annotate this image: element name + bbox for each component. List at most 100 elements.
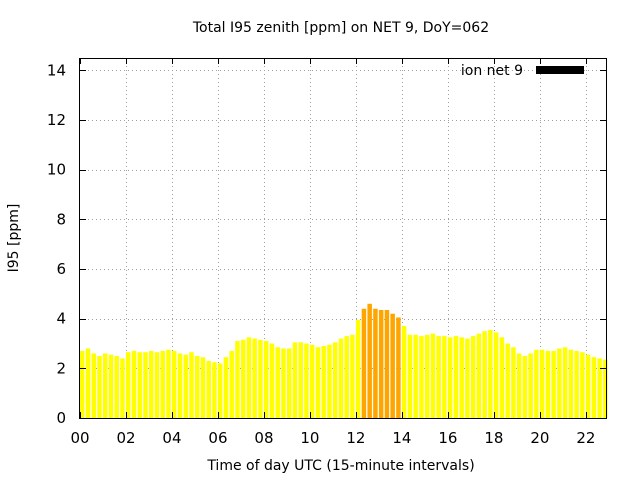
y-tick-label: 4 — [56, 310, 66, 328]
bar — [108, 354, 114, 418]
bar — [373, 308, 378, 418]
x-tick-label: 16 — [438, 429, 457, 447]
bar — [591, 357, 597, 418]
bar — [327, 344, 332, 418]
x-tick-label: 20 — [530, 429, 549, 447]
legend: ion net 9 — [461, 63, 584, 79]
bar — [568, 349, 574, 418]
bar — [367, 303, 372, 418]
bar — [585, 354, 591, 418]
bar — [143, 352, 148, 418]
bar — [332, 342, 338, 418]
bar — [286, 348, 292, 418]
bar — [557, 348, 562, 418]
bar — [407, 334, 413, 418]
plot-frame — [79, 58, 607, 419]
bar — [97, 355, 102, 418]
x-tick-label: 04 — [162, 429, 181, 447]
bar — [499, 337, 505, 418]
bar — [125, 352, 131, 418]
bar — [539, 349, 545, 418]
bar — [597, 358, 602, 418]
bar — [401, 326, 407, 418]
bar — [470, 336, 476, 418]
bar — [424, 334, 430, 418]
bar — [217, 363, 223, 418]
bar — [258, 339, 263, 418]
bar — [562, 347, 568, 418]
bar — [85, 348, 91, 418]
bar — [453, 336, 459, 418]
bar — [534, 349, 539, 418]
bar — [545, 350, 551, 418]
bar — [378, 310, 384, 418]
bar — [131, 350, 137, 418]
bar — [80, 350, 85, 418]
x-tick-labels: 00 02 04 06 08 10 12 14 16 18 20 22 — [70, 429, 595, 447]
bar — [344, 336, 349, 418]
bar — [240, 339, 246, 418]
bar — [91, 353, 96, 418]
x-tick-label: 14 — [392, 429, 411, 447]
y-tick-label: 14 — [47, 61, 66, 79]
bar — [269, 343, 275, 418]
x-tick-label: 08 — [254, 429, 273, 447]
bar — [574, 350, 579, 418]
bar — [154, 352, 160, 418]
bar — [516, 353, 522, 418]
bar — [442, 336, 447, 418]
bar — [551, 350, 556, 418]
bar — [166, 349, 171, 418]
bar — [505, 343, 510, 418]
bar — [102, 353, 108, 418]
y-tick-label: 0 — [56, 409, 66, 427]
bar — [436, 336, 441, 418]
bar — [361, 308, 367, 418]
legend-swatch — [536, 66, 584, 74]
bar — [315, 347, 321, 418]
bar — [275, 347, 280, 418]
bar — [235, 341, 240, 418]
x-tick-label: 10 — [300, 429, 319, 447]
bar — [200, 357, 206, 418]
bar — [321, 346, 326, 418]
bar — [338, 338, 344, 418]
y-tick-label: 2 — [56, 359, 66, 377]
bar — [177, 353, 183, 418]
bar — [350, 334, 355, 418]
legend-label: ion net 9 — [461, 63, 523, 79]
y-tick-labels: 0 2 4 6 8 10 12 14 — [47, 61, 66, 427]
bar — [148, 350, 154, 418]
y-axis-label: I95 [ppm] — [6, 204, 22, 273]
x-tick-label: 02 — [116, 429, 135, 447]
x-tick-label: 06 — [208, 429, 227, 447]
bar — [292, 342, 298, 418]
bar — [396, 317, 401, 418]
bar — [355, 319, 361, 418]
bar — [476, 333, 482, 418]
bar — [419, 336, 424, 418]
bar — [384, 310, 390, 418]
bar — [430, 333, 436, 418]
x-tick-label: 22 — [576, 429, 595, 447]
y-tick-label: 12 — [47, 111, 66, 129]
bar — [488, 329, 493, 418]
bar — [194, 355, 200, 418]
chart-title: Total I95 zenith [ppm] on NET 9, DoY=062 — [192, 20, 489, 36]
y-tick-label: 10 — [47, 161, 66, 179]
bar — [511, 347, 516, 418]
bar — [603, 359, 608, 418]
bar — [459, 337, 464, 418]
bar — [482, 331, 487, 418]
bar — [160, 350, 165, 418]
bar — [120, 358, 125, 418]
bar — [183, 354, 188, 418]
bar — [263, 341, 269, 418]
bar-series — [80, 303, 608, 418]
bar — [206, 360, 211, 418]
bar — [171, 350, 177, 418]
bar — [447, 337, 453, 418]
x-axis-label: Time of day UTC (15-minute intervals) — [206, 458, 474, 474]
bar — [413, 334, 418, 418]
x-tick-label: 12 — [346, 429, 365, 447]
